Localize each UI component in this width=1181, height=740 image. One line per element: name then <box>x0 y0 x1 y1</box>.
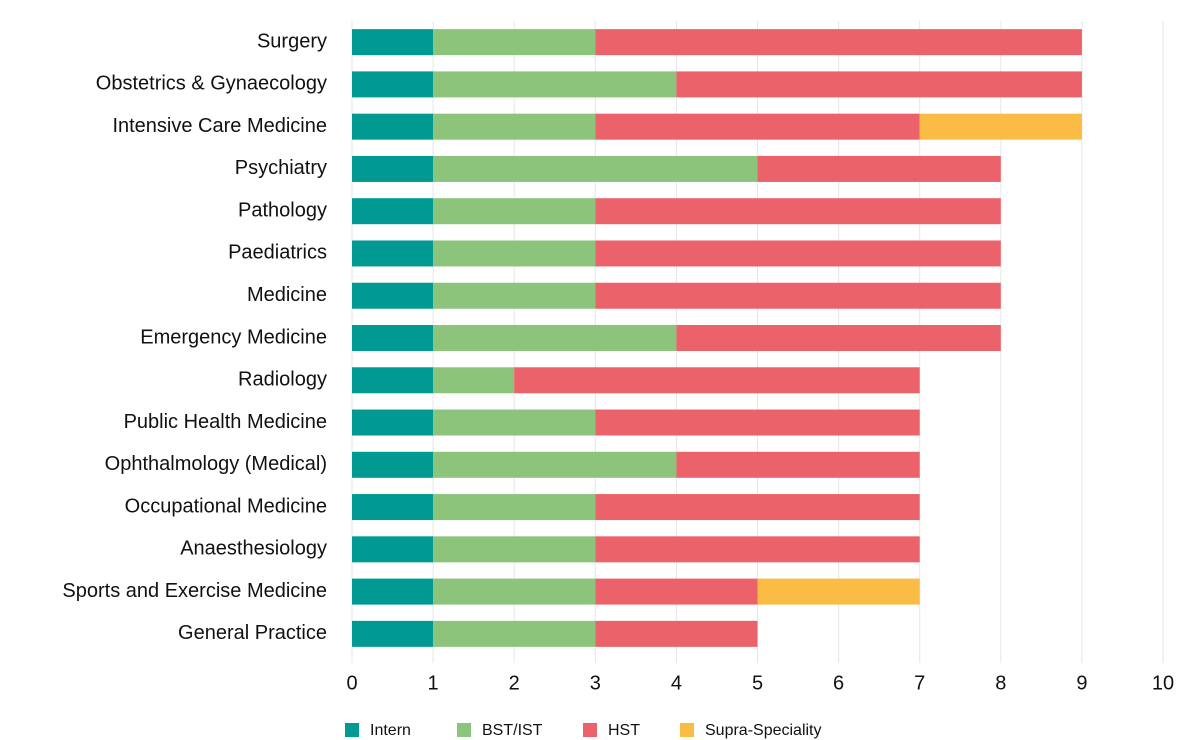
bar-segment <box>352 282 434 309</box>
category-label: Pathology <box>238 199 327 221</box>
category-label: Sports and Exercise Medicine <box>62 580 327 602</box>
legend-swatch <box>345 723 359 737</box>
bar-segment <box>352 240 434 267</box>
bar-segment <box>595 198 1001 225</box>
category-label: Radiology <box>238 369 327 391</box>
x-tick-label: 8 <box>995 672 1006 694</box>
bar-segment <box>676 325 1001 351</box>
bar-segment <box>352 451 434 478</box>
bar-segment <box>919 113 1082 140</box>
bar-segment <box>352 155 434 182</box>
bar-segment <box>595 240 1001 267</box>
bar-segment <box>433 409 596 436</box>
bar-segment <box>595 113 920 140</box>
bar-segment <box>433 536 596 563</box>
bar-segment <box>595 620 758 647</box>
legend-swatch <box>680 723 694 737</box>
legend-swatch <box>583 723 597 737</box>
category-label: Public Health Medicine <box>124 411 327 433</box>
bar-segment <box>433 113 596 140</box>
category-label: Anaesthesiology <box>180 538 327 560</box>
bar-segment <box>352 367 434 394</box>
bar-segment <box>352 536 434 563</box>
x-tick-label: 3 <box>590 672 601 694</box>
x-tick-label: 6 <box>833 672 844 694</box>
bar-segment <box>433 198 596 225</box>
bar-segment <box>595 494 920 521</box>
bar-segment <box>433 282 596 309</box>
bar-segment <box>352 29 434 56</box>
bar-segment <box>352 325 434 351</box>
bar-segment <box>433 451 677 478</box>
bar-segment <box>595 578 758 605</box>
category-label: Psychiatry <box>235 157 327 179</box>
category-label: Obstetrics & Gynaecology <box>96 73 327 95</box>
bar-segment <box>757 578 920 605</box>
bar-segment <box>757 155 1001 182</box>
category-label: Emergency Medicine <box>140 326 327 348</box>
bar-segment <box>433 367 515 394</box>
legend-label: BST/IST <box>482 722 543 739</box>
category-label: Medicine <box>247 284 327 306</box>
bar-segment <box>352 113 434 140</box>
bar-segment <box>514 367 920 394</box>
bar-segment <box>595 29 1082 56</box>
bar-segment <box>595 536 920 563</box>
bar-segment <box>433 578 596 605</box>
x-tick-label: 10 <box>1152 672 1174 694</box>
bar-segment <box>433 240 596 267</box>
bar-segment <box>595 409 920 436</box>
bar-segment <box>433 71 677 98</box>
x-tick-label: 0 <box>346 672 357 694</box>
category-label: Occupational Medicine <box>125 495 327 517</box>
bar-segment <box>352 494 434 521</box>
x-tick-label: 2 <box>509 672 520 694</box>
bar-segment <box>352 578 434 605</box>
legend-swatch <box>457 723 471 737</box>
category-label: Ophthalmology (Medical) <box>105 453 327 475</box>
bar-segment <box>352 620 434 647</box>
x-tick-label: 1 <box>428 672 439 694</box>
legend-label: Intern <box>370 722 411 739</box>
x-tick-label: 9 <box>1076 672 1087 694</box>
bar-segment <box>433 325 677 351</box>
category-label: Surgery <box>257 30 327 52</box>
bar-segment <box>676 71 1082 98</box>
category-label: General Practice <box>178 622 327 644</box>
x-tick-label: 7 <box>914 672 925 694</box>
bar-segment <box>676 451 920 478</box>
category-label: Intensive Care Medicine <box>112 115 327 137</box>
bar-segment <box>433 155 758 182</box>
bar-segment <box>595 282 1001 309</box>
legend-label: Supra-Speciality <box>705 722 822 739</box>
bar-segment <box>433 620 596 647</box>
bar-segment <box>352 198 434 225</box>
legend-label: HST <box>608 722 640 739</box>
x-tick-label: 5 <box>752 672 763 694</box>
category-label: Paediatrics <box>228 242 327 264</box>
bar-segment <box>352 409 434 436</box>
bar-segment <box>433 29 596 56</box>
bar-segment <box>352 71 434 98</box>
bar-segment <box>433 494 596 521</box>
x-tick-label: 4 <box>671 672 682 694</box>
